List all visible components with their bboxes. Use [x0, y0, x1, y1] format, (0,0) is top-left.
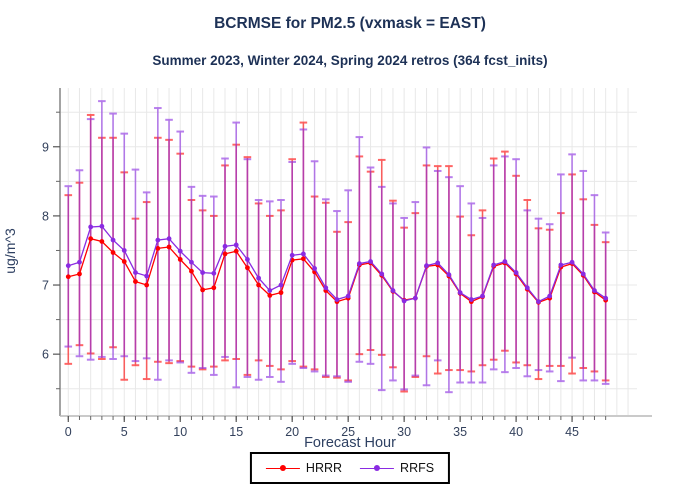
svg-text:9: 9: [42, 140, 49, 154]
y-ticks: 6 7 8 9: [42, 111, 60, 390]
legend-label: RRFS: [400, 461, 435, 475]
legend-item-rrfs: RRFS: [360, 461, 434, 475]
svg-text:6: 6: [42, 348, 49, 362]
svg-text:20: 20: [285, 425, 299, 439]
x-axis-label: Forecast Hour: [304, 435, 396, 451]
svg-text:10: 10: [173, 425, 187, 439]
svg-text:35: 35: [453, 425, 467, 439]
svg-text:7: 7: [42, 279, 49, 293]
svg-text:15: 15: [229, 425, 243, 439]
legend-marker-hrrr: [265, 463, 300, 473]
series-points-rrfs: [65, 223, 609, 305]
svg-text:0: 0: [65, 425, 72, 439]
svg-text:8: 8: [42, 209, 49, 223]
legend-item-hrrr: HRRR: [265, 461, 343, 475]
chart-subtitle: Summer 2023, Winter 2024, Spring 2024 re…: [152, 53, 548, 68]
svg-text:25: 25: [341, 425, 355, 439]
svg-text:5: 5: [121, 425, 128, 439]
svg-text:45: 45: [565, 425, 579, 439]
legend-marker-rrfs: [360, 463, 395, 473]
chart-title: BCRMSE for PM2.5 (vxmask = EAST): [214, 15, 486, 32]
x-ticks: 0 5 10 15 20 25 30 35 40 45: [65, 416, 607, 439]
svg-text:40: 40: [509, 425, 523, 439]
axes: [59, 88, 652, 417]
legend-label: HRRR: [305, 461, 343, 475]
legend: HRRR RRFS: [249, 452, 451, 484]
svg-text:30: 30: [397, 425, 411, 439]
